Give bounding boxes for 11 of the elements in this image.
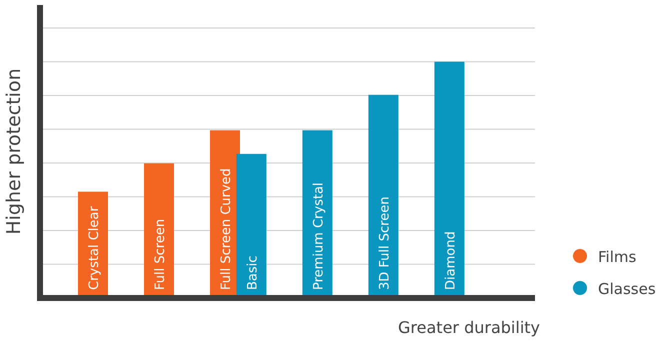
x-axis-title: Greater durability <box>398 318 540 337</box>
x-tick-label: Full Screen <box>153 218 168 290</box>
x-tick-label: Full Screen Curved <box>219 168 234 290</box>
x-tick-label: Crystal Clear <box>87 206 102 290</box>
legend-label: Glasses <box>598 280 656 298</box>
x-tick-label: Premium Crystal <box>311 182 326 290</box>
x-tick-label: Diamond <box>443 231 458 290</box>
x-tick-label: 3D Full Screen <box>377 196 392 290</box>
legend-label: Films <box>598 248 636 266</box>
x-tick-label: Basic <box>245 256 260 290</box>
y-axis-title: Higher protection <box>3 68 25 235</box>
